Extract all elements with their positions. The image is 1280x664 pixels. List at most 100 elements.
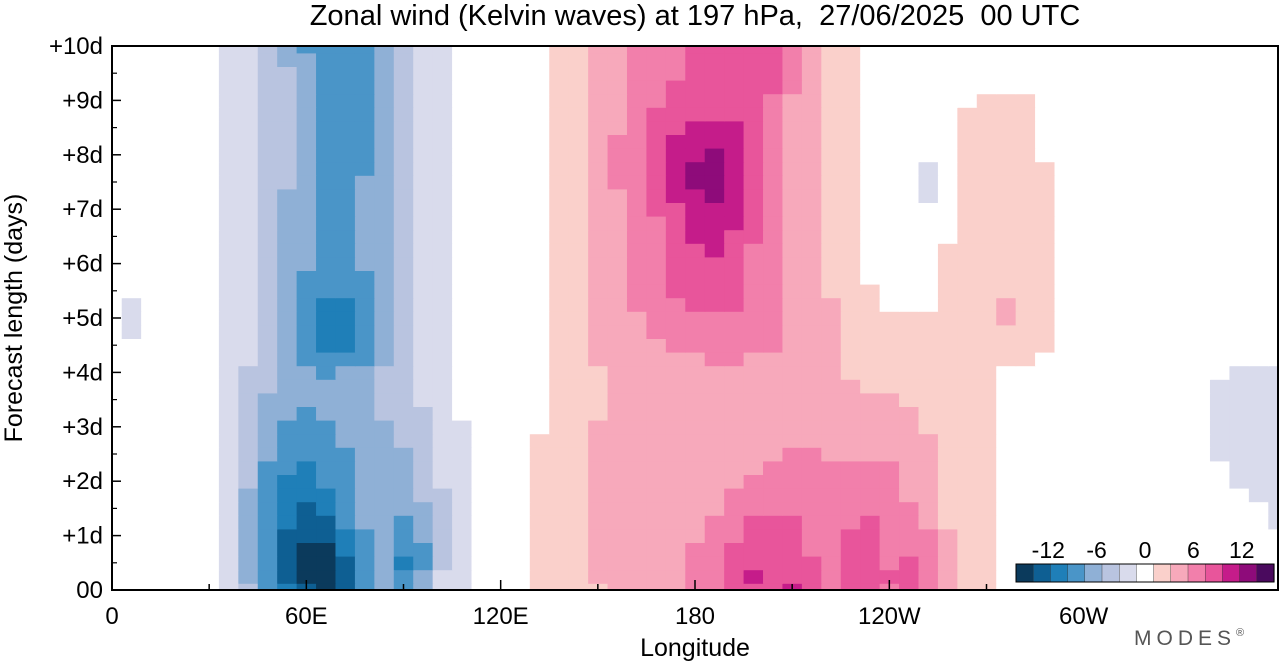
heatmap-cell (1151, 311, 1172, 326)
heatmap-cell (918, 392, 939, 407)
heatmap-cell (607, 474, 628, 489)
heatmap-cell (1151, 392, 1172, 407)
heatmap-cell (782, 270, 803, 285)
heatmap-cell (393, 460, 414, 475)
heatmap-cell (180, 528, 201, 543)
heatmap-cell (1209, 46, 1231, 54)
heatmap-cell (296, 188, 317, 203)
heatmap-cell (801, 528, 822, 543)
heatmap-cell (238, 134, 259, 149)
heatmap-cell (141, 474, 162, 489)
heatmap-cell (529, 134, 550, 149)
heatmap-cell (1054, 474, 1075, 489)
heatmap-cell (452, 243, 473, 258)
heatmap-cell (1054, 311, 1075, 326)
heatmap-cell (510, 297, 531, 312)
heatmap-cell (1132, 229, 1153, 244)
heatmap-cell (199, 501, 220, 516)
heatmap-cell (899, 256, 920, 271)
heatmap-cell (160, 420, 181, 435)
heatmap-cell (840, 392, 861, 407)
heatmap-cell (782, 542, 803, 557)
heatmap-cell (218, 501, 239, 516)
heatmap-cell (821, 569, 842, 584)
heatmap-cell (1112, 501, 1133, 516)
heatmap-cell (277, 352, 298, 367)
heatmap-cell (588, 256, 609, 271)
heatmap-cell (976, 66, 997, 81)
heatmap-cell (471, 297, 492, 312)
heatmap-cell (1229, 324, 1250, 339)
heatmap-cell (743, 243, 764, 258)
heatmap-cell (141, 134, 162, 149)
x-tick-label: 60W (1059, 603, 1109, 630)
heatmap-cell (840, 501, 861, 516)
heatmap-cell (471, 52, 492, 67)
heatmap-cell (1073, 447, 1094, 462)
heatmap-cell (277, 474, 298, 489)
colorbar-swatch (1050, 563, 1069, 583)
heatmap-cell (743, 392, 764, 407)
heatmap-cell (510, 243, 531, 258)
heatmap-cell (1015, 161, 1036, 176)
heatmap-cell (646, 583, 667, 590)
heatmap-cell (685, 488, 706, 503)
heatmap-cell (218, 297, 239, 312)
heatmap-cell (665, 93, 686, 108)
heatmap-cell (413, 284, 434, 299)
heatmap-cell (1268, 93, 1278, 108)
heatmap-cell (1132, 433, 1153, 448)
heatmap-cell (1132, 270, 1153, 285)
heatmap-cell (860, 515, 881, 530)
heatmap-cell (490, 284, 511, 299)
heatmap-cell (549, 379, 570, 394)
heatmap-cell (899, 216, 920, 231)
heatmap-cell (549, 161, 570, 176)
heatmap-cell (529, 297, 550, 312)
heatmap-cell (957, 433, 978, 448)
heatmap-cell (1268, 188, 1278, 203)
heatmap-cell (1190, 229, 1211, 244)
heatmap-cell (704, 66, 725, 81)
heatmap-cell (1112, 134, 1133, 149)
heatmap-cell (607, 134, 628, 149)
heatmap-cell (1054, 297, 1075, 312)
heatmap-cell (374, 216, 395, 231)
heatmap-cell (1035, 93, 1056, 108)
heatmap-cell (199, 46, 220, 54)
x-axis-label: Longitude (640, 634, 750, 662)
heatmap-cell (957, 93, 978, 108)
heatmap-cell (685, 175, 706, 190)
heatmap-cell (1035, 406, 1056, 421)
heatmap-cell (860, 433, 881, 448)
heatmap-cell (607, 488, 628, 503)
heatmap-cell (724, 52, 745, 67)
heatmap-cell (529, 420, 550, 435)
heatmap-cell (976, 202, 997, 217)
heatmap-cell (1093, 161, 1114, 176)
heatmap-cells (112, 46, 1278, 590)
heatmap-cell (588, 501, 609, 516)
heatmap-cell (860, 569, 881, 584)
heatmap-cell (316, 270, 337, 285)
heatmap-cell (976, 256, 997, 271)
heatmap-cell (957, 256, 978, 271)
heatmap-cell (860, 134, 881, 149)
heatmap-cell (840, 583, 861, 590)
heatmap-cell (937, 352, 958, 367)
heatmap-cell (490, 501, 511, 516)
heatmap-cell (1112, 324, 1133, 339)
heatmap-cell (199, 107, 220, 122)
heatmap-cell (626, 556, 648, 571)
heatmap-cell (860, 583, 881, 590)
heatmap-cell (607, 175, 628, 190)
heatmap-cell (976, 243, 997, 258)
heatmap-cell (413, 406, 434, 421)
heatmap-cell (160, 474, 181, 489)
heatmap-cell (879, 460, 900, 475)
heatmap-cell (860, 528, 881, 543)
heatmap-cell (996, 501, 1017, 516)
heatmap-cell (529, 488, 550, 503)
colorbar-swatch (1136, 563, 1155, 583)
heatmap-cell (413, 515, 434, 530)
